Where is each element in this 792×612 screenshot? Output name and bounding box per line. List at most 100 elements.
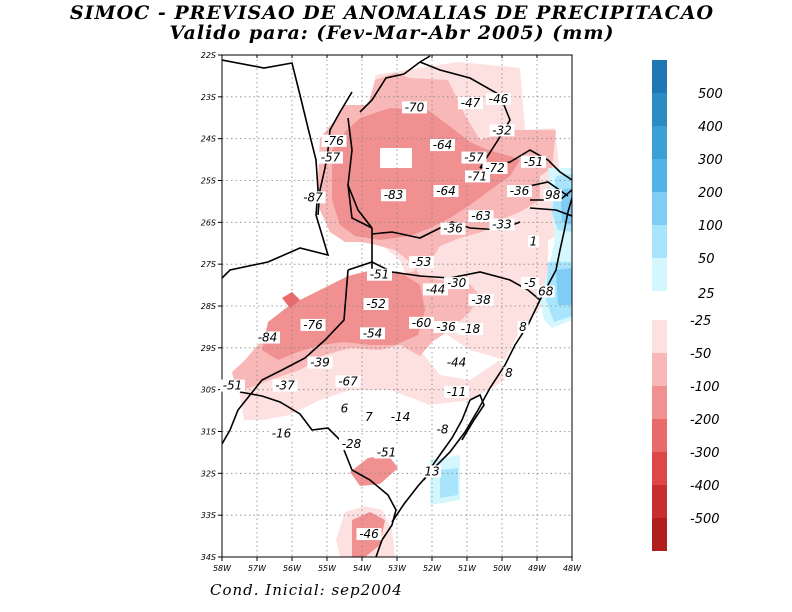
- legend-label-negative: -400: [690, 479, 720, 494]
- value-label-bg: [409, 316, 434, 329]
- value-label-bg: [300, 191, 326, 204]
- value-label-bg: [307, 356, 333, 369]
- lat-tick-label: 23S: [201, 93, 216, 102]
- value-label: -5: [524, 276, 536, 290]
- value-label-bg: [465, 170, 490, 183]
- value-label: -33: [492, 218, 512, 232]
- value-label-bg: [339, 402, 350, 415]
- border-sp-parana: [347, 55, 431, 229]
- value-label-bg: [220, 379, 245, 392]
- value-label-bg: [489, 218, 515, 231]
- value-label-bg: [423, 283, 448, 296]
- lon-tick-label: 58W: [213, 564, 232, 573]
- value-label-bg: [444, 356, 469, 369]
- value-label-bg: [517, 321, 529, 334]
- legend-swatch-negative: [652, 452, 667, 485]
- border-argentina-rs: [222, 269, 349, 445]
- value-label: 13: [424, 464, 439, 478]
- lon-tick-label: 57W: [248, 564, 267, 573]
- value-label: -28: [342, 437, 362, 451]
- value-label: -57: [321, 151, 341, 165]
- legend-swatch-negative: [652, 419, 667, 452]
- legend-swatch-negative: [652, 320, 667, 353]
- value-label: -70: [405, 100, 425, 114]
- anomaly-region: [556, 268, 572, 305]
- legend-swatch-negative: [652, 386, 667, 419]
- value-label-bg: [272, 379, 298, 392]
- value-label: -44: [447, 356, 467, 370]
- value-label-bg: [458, 323, 483, 336]
- value-label: 1: [530, 234, 538, 248]
- color-legend: 500 400 300 200 100 50 25 -25 -50 -100 -200 -300 -40…: [652, 60, 723, 551]
- legend-swatch-positive: [652, 225, 667, 258]
- lon-tick-label: 54W: [353, 564, 372, 573]
- value-label: -60: [412, 316, 432, 330]
- anomaly-region: [440, 468, 458, 498]
- lat-tick-label: 34S: [201, 553, 216, 562]
- lat-tick-label: 26S: [201, 218, 216, 227]
- title-line-1: SIMOC - PREVISAO DE ANOMALIAS DE PRECIPI…: [69, 2, 715, 24]
- lat-tick-label: 32S: [201, 469, 216, 478]
- legend-swatch-positive: [652, 159, 667, 192]
- coast-rs: [391, 299, 541, 523]
- value-label-bg: [489, 124, 515, 137]
- value-label: -83: [384, 188, 404, 202]
- lat-tick-label: 29S: [201, 344, 216, 353]
- value-label: -30: [447, 276, 467, 290]
- value-label-bg: [536, 285, 555, 298]
- value-label-bg: [339, 438, 364, 451]
- value-label-bg: [360, 327, 385, 340]
- value-label: 8: [505, 366, 513, 380]
- legend-label-positive: 25: [698, 287, 715, 302]
- value-label: 6: [341, 402, 349, 416]
- value-label-bg: [300, 318, 326, 331]
- legend-label-positive: 200: [698, 186, 723, 201]
- value-label-bg: [461, 151, 487, 164]
- value-label: -64: [436, 184, 456, 198]
- value-label: -38: [471, 293, 491, 307]
- legend-label-negative: -500: [690, 512, 720, 527]
- value-label: -32: [492, 123, 512, 137]
- lat-tick-label: 25S: [201, 177, 216, 186]
- lat-tick-label: 31S: [201, 428, 216, 437]
- value-label: -52: [366, 297, 386, 311]
- value-label-bg: [430, 139, 455, 152]
- value-label-bg: [444, 385, 469, 398]
- value-label: -71: [468, 169, 488, 183]
- value-label: 68: [538, 284, 554, 298]
- legend-swatch-negative: [652, 485, 667, 518]
- value-label: -51: [370, 268, 390, 282]
- lon-tick-label: 52W: [423, 564, 442, 573]
- legend-label-positive: 400: [698, 120, 723, 135]
- lon-tick-label: 51W: [458, 564, 477, 573]
- anomaly-region: [282, 292, 300, 308]
- legend-swatch-positive: [652, 258, 667, 291]
- value-label-bg: [335, 375, 361, 388]
- value-label: 8: [519, 320, 527, 334]
- legend-label-positive: 50: [698, 252, 715, 267]
- lon-tick-label: 50W: [493, 564, 512, 573]
- value-label: -11: [447, 385, 467, 399]
- legend-label-negative: -100: [690, 380, 720, 395]
- legend-label-negative: -300: [690, 446, 720, 461]
- value-label: -67: [338, 374, 358, 388]
- value-label: -16: [272, 427, 292, 441]
- value-label: -46: [489, 92, 509, 106]
- value-label-bg: [374, 446, 399, 459]
- value-label: -57: [464, 151, 484, 165]
- value-label-bg: [468, 210, 494, 223]
- value-label-bg: [433, 423, 452, 436]
- value-label: -87: [303, 190, 323, 204]
- value-label: -46: [359, 527, 379, 541]
- value-label-bg: [543, 189, 562, 202]
- value-label-bg: [521, 277, 539, 290]
- river-parana: [317, 91, 353, 216]
- value-label-bg: [381, 189, 406, 202]
- coast-sc: [539, 197, 572, 301]
- value-label-bg: [409, 256, 434, 269]
- legend-label-positive: 500: [698, 87, 723, 102]
- value-label: -37: [275, 379, 295, 393]
- lon-tick-label: 48W: [563, 564, 582, 573]
- lon-tick-label: 49W: [528, 564, 547, 573]
